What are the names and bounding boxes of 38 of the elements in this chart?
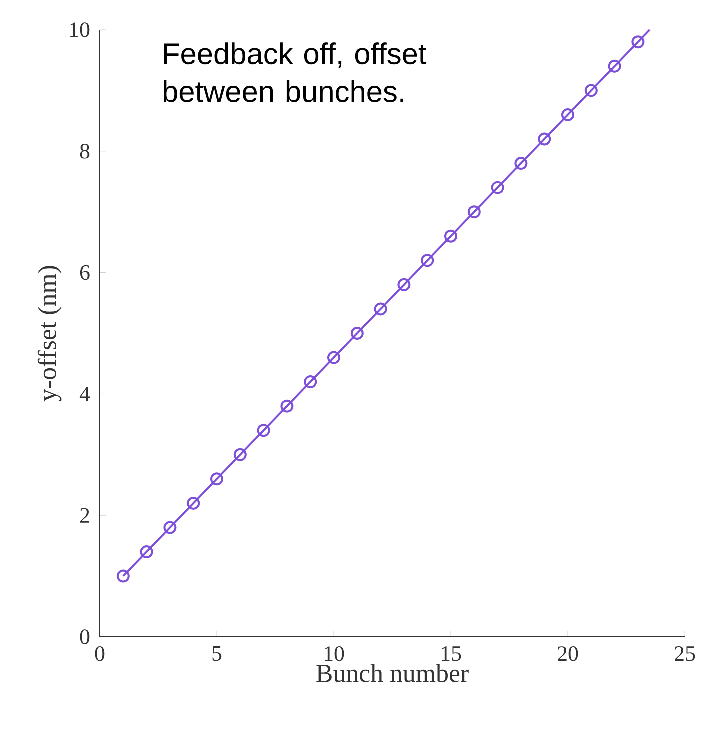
x-tick-label: 15: [442, 646, 462, 662]
annotation: Feedback off, offset between bunches.: [164, 42, 427, 102]
y-tick-label: 6: [80, 265, 90, 280]
point: [608, 60, 622, 73]
point: [468, 206, 481, 219]
point: [562, 108, 574, 122]
y-tick-label: 10: [70, 22, 90, 38]
x-tick-label: 25: [675, 646, 696, 662]
y-tick-label: 8: [80, 144, 90, 159]
x-tick-label: 20: [558, 646, 578, 662]
point: [257, 424, 270, 438]
point: [328, 351, 340, 364]
point: [116, 570, 130, 583]
y-tick-label: 2: [80, 508, 90, 523]
point: [280, 400, 294, 413]
point: [514, 157, 528, 170]
point: [140, 546, 154, 559]
x-tick-label: 10: [324, 646, 344, 662]
point: [632, 36, 645, 49]
point: [187, 496, 200, 510]
point: [374, 302, 388, 316]
point: [398, 278, 411, 292]
x-axis-title: Bunch number: [316, 664, 469, 682]
point: [444, 230, 458, 243]
point: [584, 84, 598, 98]
x-tick-label: 0: [95, 646, 105, 662]
point: [421, 254, 434, 268]
point: [350, 326, 364, 340]
y-axis-title: y-offset (nm): [38, 266, 62, 402]
point: [234, 448, 247, 462]
point: [164, 521, 177, 534]
y-tick-label: 4: [80, 386, 90, 402]
point: [304, 376, 318, 389]
point: [538, 132, 552, 146]
x-tick-label: 5: [212, 646, 222, 662]
point: [491, 181, 504, 194]
y-tick-label: 0: [80, 630, 90, 644]
point: [210, 472, 224, 486]
